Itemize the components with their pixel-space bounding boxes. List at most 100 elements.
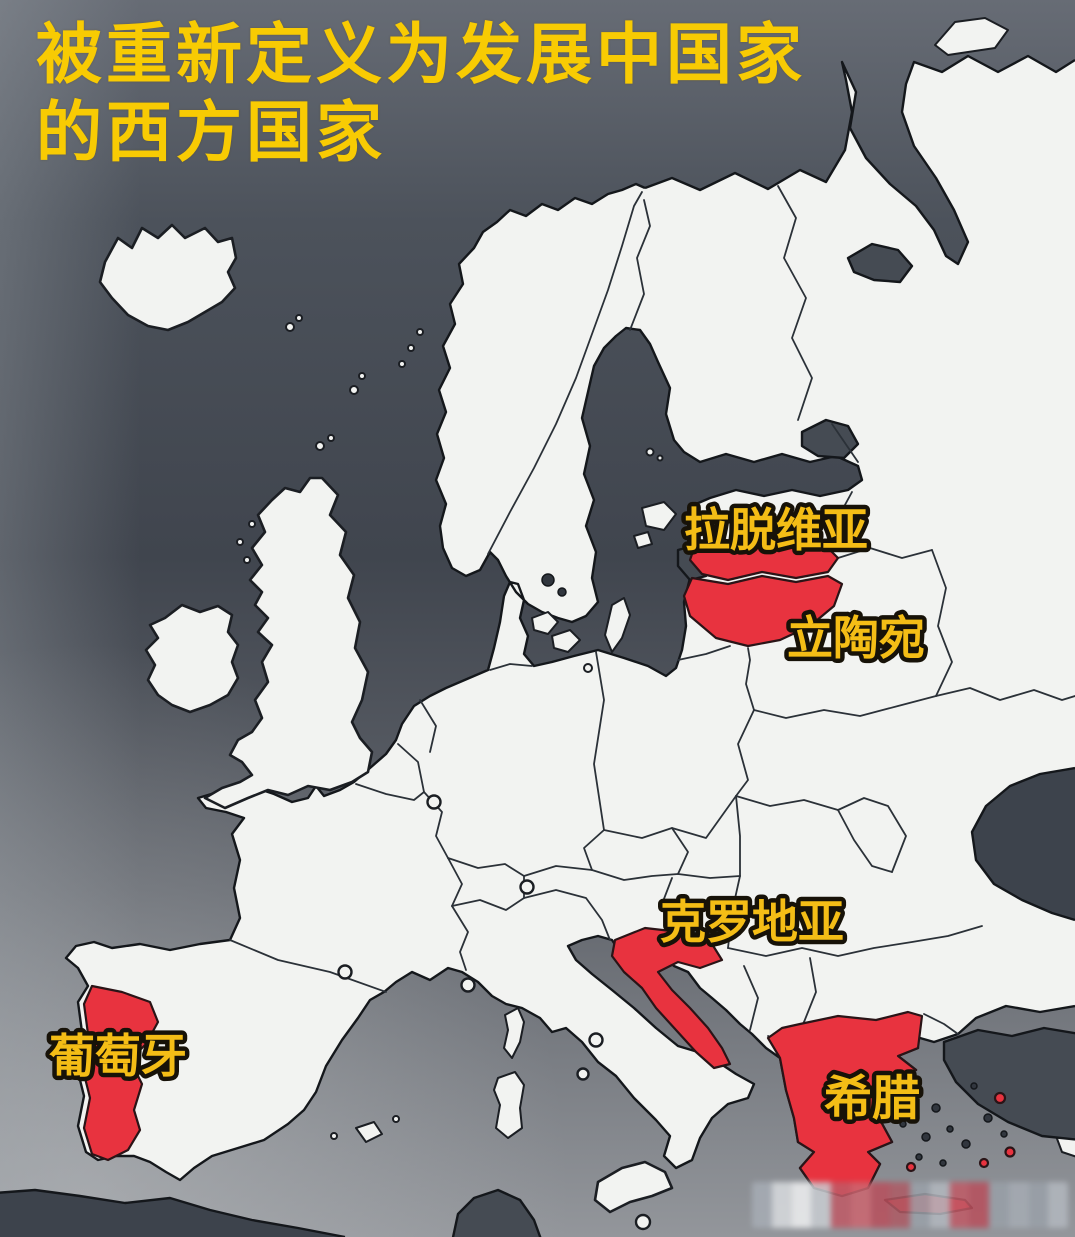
island-mallorca [355,1121,383,1143]
border-germany-austria [523,865,593,877]
border-moldova-east [837,797,907,873]
border-austria-hungary [661,877,673,929]
island-menorca [392,1115,400,1123]
label-greece: 希腊 [824,1073,920,1126]
island-aland-2 [656,454,664,462]
border-austria-italy-slovenia [523,889,611,941]
island-lofoten-1 [416,328,424,336]
border-bulgaria-turkey [923,1013,959,1035]
border-czech-slovakia [671,827,689,875]
microstate-vatican [576,1067,590,1081]
border-ukraine-russia [935,687,1075,701]
border-belarus-north [837,547,933,559]
landmass-turkey [942,1026,1075,1141]
island-lofoten-2 [407,344,415,352]
border-germany-switzerland [447,857,525,877]
border-poland-ukraine [735,709,755,797]
island-aegean-red-1 [978,1157,990,1169]
island-lofoten-3 [398,360,406,368]
landmass-north-africa [0,1188,542,1237]
page-title-line1: 被重新定义为发展中国家 [36,17,806,91]
country-greece-shape [766,1010,924,1198]
island-great-britain [203,476,374,810]
island-ibiza [330,1132,338,1140]
aegean-islets [883,1077,1008,1167]
border-finland-russia [777,185,859,463]
border-hungary-croatia [669,927,737,935]
border-belarus-east [931,549,953,697]
border-slovakia-ukraine [735,795,741,877]
island-hebrides-3 [248,520,256,528]
microstate-malta [634,1213,652,1231]
border-czech-austria [591,869,679,881]
island-ireland [144,603,240,714]
border-denmark-germany [489,663,533,671]
border-sweden-finland [629,199,651,331]
border-germany-czech [583,829,605,871]
country-portugal-shape [80,984,160,1162]
island-funen [551,629,581,653]
label-portugal: 葡萄牙 [49,1030,187,1082]
border-germany-netherlands [419,699,437,753]
microstate-monaco [460,977,476,993]
internal-borders [229,185,1075,1047]
microstate-andorra [337,964,353,980]
border-switzerland-france [447,857,463,907]
border-belarus-south [753,695,937,719]
island-sardinia [493,1071,525,1139]
islands-white [98,17,1075,1214]
border-estonia-russia [835,491,853,547]
continent-fill [66,56,1075,1196]
label-latvia: 拉脱维亚 [684,504,868,556]
mosaic-watermark [752,1182,1068,1228]
lake-onega [846,242,914,284]
coastline-main [64,182,1075,1198]
microstates [337,794,652,1231]
label-lithuania: 立陶宛 [787,612,925,664]
island-zealand [531,611,559,635]
island-sicily [593,1160,674,1214]
border-serbia-bulgaria [803,957,817,1023]
border-belgium-france [355,783,425,801]
black-sea-coast [970,766,1075,922]
border-norway-sweden [487,191,643,555]
island-iceland [98,223,238,332]
island-faroe-1 [285,322,295,332]
map-labels: 拉脱维亚 立陶宛 克罗地亚 葡萄牙 希腊 [45,500,930,1131]
border-poland-south [603,795,737,839]
page-title: 被重新定义为发展中国家 的西方国家 [36,16,806,172]
island-lesbos [993,1091,1007,1105]
island-shetland-2 [358,372,366,380]
island-gotland [604,597,631,653]
border-romania-bulgaria [727,925,983,957]
border-slovakia-hungary [677,873,741,879]
lake-vattern [557,587,567,597]
page-title-line2: 的西方国家 [36,94,386,169]
country-latvia-shape [688,536,840,582]
border-belarus-poland [745,647,755,711]
island-corsica [503,1007,525,1059]
landmass-europe [64,54,1075,1198]
island-hiiumaa [633,531,653,549]
microstate-luxembourg [426,794,442,810]
island-faroe-2 [295,314,303,322]
border-carpathian [735,795,839,811]
island-hebrides-2 [236,538,244,546]
island-arctic [934,17,1009,56]
country-lithuania-shape [682,574,844,648]
island-rhodes [1004,1146,1016,1158]
island-aegean-red-2 [905,1161,917,1173]
border-france-italy [451,905,469,971]
island-bornholm [583,663,593,673]
border-kaliningrad [677,645,731,661]
island-orkney-2 [327,434,335,442]
label-croatia: 克罗地亚 [660,896,844,948]
island-orkney-1 [315,441,325,451]
island-hebrides-1 [243,556,251,564]
microstate-liechtenstein [519,879,535,895]
border-switzerland-italy [451,897,525,911]
black-sea [972,768,1075,920]
country-croatia-shape [610,926,732,1070]
